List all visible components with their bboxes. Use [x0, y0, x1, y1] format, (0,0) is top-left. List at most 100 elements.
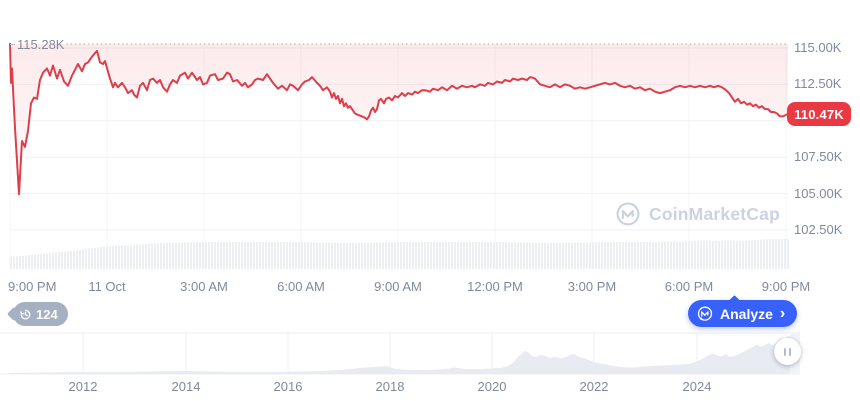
volume-bar — [577, 242, 579, 269]
volume-bar — [706, 241, 708, 269]
volume-bar — [253, 242, 255, 269]
volume-bar — [553, 242, 555, 269]
volume-bar — [460, 242, 462, 269]
volume-bar — [256, 242, 258, 269]
volume-bar — [223, 242, 225, 269]
history-count: 124 — [36, 306, 58, 322]
volume-bar — [568, 242, 570, 269]
volume-bar — [316, 242, 318, 269]
volume-bar — [736, 241, 738, 269]
volume-bar — [586, 242, 588, 269]
volume-bar — [637, 242, 639, 269]
volume-bar — [517, 242, 519, 269]
volume-bar — [730, 241, 732, 269]
volume-bar — [613, 242, 615, 269]
volume-bar — [406, 242, 408, 269]
volume-bar — [652, 241, 654, 269]
volume-bar — [211, 242, 213, 269]
volume-bar — [595, 242, 597, 269]
history-clock-icon — [20, 309, 31, 319]
current-price-badge: 110.47K — [787, 102, 851, 126]
price-chart[interactable] — [0, 0, 860, 275]
brush-right-handle[interactable] — [774, 338, 801, 365]
volume-bar — [124, 245, 126, 269]
volume-bar — [676, 241, 678, 269]
volume-bar — [268, 242, 270, 269]
volume-bar — [487, 242, 489, 269]
volume-bar — [229, 242, 231, 269]
volume-bar — [649, 242, 651, 269]
volume-bar — [322, 242, 324, 269]
volume-bar — [307, 242, 309, 269]
volume-bar — [310, 242, 312, 269]
volume-bar — [187, 242, 189, 269]
volume-bar — [235, 242, 237, 269]
volume-bar — [241, 242, 243, 269]
volume-bar — [745, 240, 747, 269]
volume-bar — [91, 248, 93, 269]
volume-bar — [505, 242, 507, 269]
analyze-button[interactable]: Analyze › — [688, 300, 798, 327]
volume-bar — [97, 247, 99, 269]
volume-bar — [61, 251, 63, 269]
volume-bar — [670, 241, 672, 269]
year-label: 2024 — [682, 379, 712, 394]
volume-bar — [361, 242, 363, 269]
volume-bar — [754, 240, 756, 269]
volume-bar — [547, 242, 549, 269]
volume-bar — [529, 242, 531, 269]
volume-bar — [292, 242, 294, 269]
volume-bar — [64, 251, 66, 269]
volume-bar — [262, 242, 264, 269]
volume-bar — [385, 242, 387, 269]
volume-bar — [121, 245, 123, 269]
volume-bar — [580, 242, 582, 269]
volume-bar — [388, 242, 390, 269]
volume-bar — [412, 242, 414, 269]
volume-bar — [418, 242, 420, 269]
volume-bar — [628, 242, 630, 269]
volume-bar — [451, 242, 453, 269]
volume-bar — [535, 242, 537, 269]
volume-bar — [343, 242, 345, 269]
volume-bar — [763, 239, 765, 269]
volume-bar — [313, 242, 315, 269]
volume-bar — [760, 239, 762, 269]
volume-bar — [583, 242, 585, 269]
volume-bar — [202, 242, 204, 269]
y-axis-label: 102.50K — [794, 222, 843, 237]
volume-bar — [775, 239, 777, 269]
volume-bar — [646, 242, 648, 269]
watermark-text: CoinMarketCap — [649, 203, 780, 224]
volume-bar — [163, 242, 165, 269]
volume-bar — [271, 242, 273, 269]
volume-bar — [721, 241, 723, 269]
volume-bar — [667, 241, 669, 269]
volume-bar — [82, 249, 84, 269]
volume-bar — [196, 242, 198, 269]
volume-bar — [106, 246, 108, 269]
volume-bar — [358, 242, 360, 269]
volume-bar — [274, 242, 276, 269]
volume-bar — [43, 253, 45, 269]
volume-bar — [10, 257, 12, 269]
volume-bar — [436, 242, 438, 269]
history-count-badge[interactable]: 124 — [13, 302, 68, 326]
volume-bar — [334, 242, 336, 269]
volume-bar — [205, 242, 207, 269]
volume-bar — [766, 239, 768, 269]
volume-bar — [694, 241, 696, 269]
volume-bar — [76, 250, 78, 269]
volume-bar — [52, 252, 54, 269]
volume-bar — [490, 242, 492, 269]
volume-bar — [100, 247, 102, 269]
volume-bar — [415, 242, 417, 269]
date-range-brush[interactable] — [0, 330, 812, 376]
volume-bar — [199, 242, 201, 269]
price-area — [10, 43, 788, 195]
volume-bar — [298, 242, 300, 269]
volume-bar — [538, 242, 540, 269]
volume-bar — [181, 242, 183, 269]
volume-bar — [391, 242, 393, 269]
